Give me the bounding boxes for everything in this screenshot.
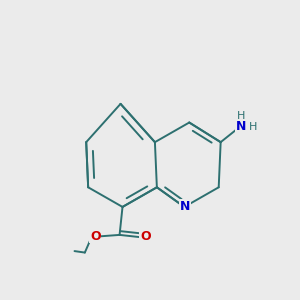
Text: O: O: [140, 230, 151, 243]
Text: O: O: [90, 230, 101, 243]
Text: N: N: [236, 120, 246, 133]
Text: H: H: [249, 122, 257, 131]
Text: N: N: [180, 200, 190, 213]
Text: H: H: [236, 111, 245, 121]
